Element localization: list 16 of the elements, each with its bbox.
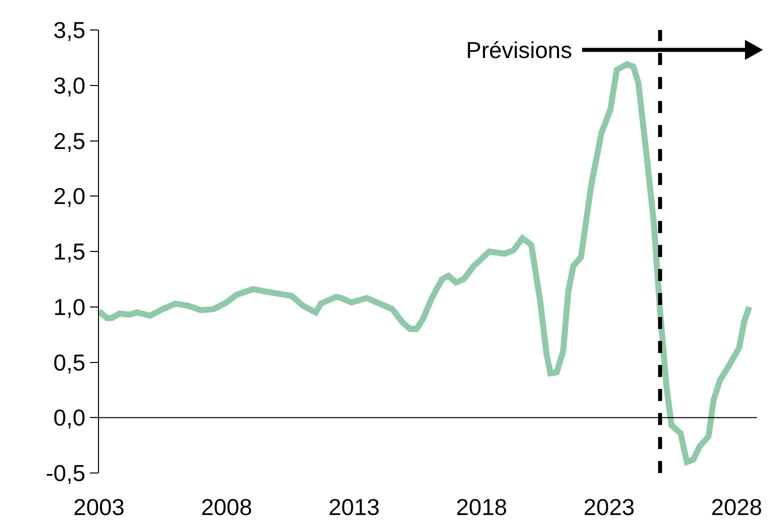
x-tick-label: 2003 (73, 494, 125, 520)
y-tick-label: 3,0 (53, 72, 86, 98)
y-tick-label: 0,0 (53, 404, 86, 431)
y-tick-label: -0,5 (46, 460, 86, 486)
x-tick-label: 2028 (711, 494, 762, 520)
y-tick-label: 1,5 (53, 238, 86, 265)
ref-line-label: Prévisions (466, 37, 572, 63)
y-tick-label: 0,5 (53, 349, 86, 376)
y-tick-label: 1,0 (53, 294, 86, 320)
x-tick-label: 2008 (200, 494, 252, 520)
y-tick-label: 2,0 (53, 183, 86, 210)
x-tick-label: 2013 (328, 494, 380, 520)
y-tick-label: 3,5 (53, 17, 86, 44)
x-tick-label: 2023 (583, 494, 635, 520)
y-tick-label: 2,5 (53, 128, 86, 154)
x-tick-label: 2018 (456, 494, 508, 520)
